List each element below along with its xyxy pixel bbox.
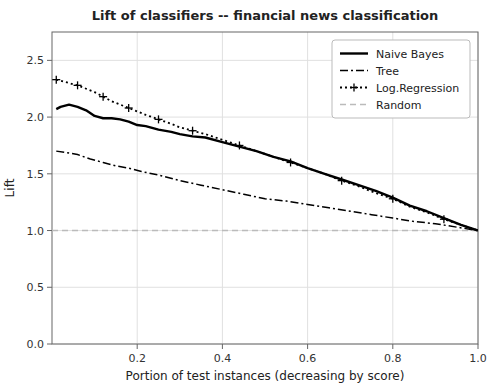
tick-label-x: 0.8 xyxy=(384,352,402,365)
marker xyxy=(125,104,133,112)
tick-y xyxy=(47,173,52,174)
x-axis-label: Portion of test instances (decreasing by… xyxy=(126,369,405,383)
grid-line-x xyxy=(137,32,138,344)
legend-label: Tree xyxy=(375,65,399,78)
tick-x xyxy=(392,344,393,349)
tick-y xyxy=(47,230,52,231)
tick-y xyxy=(47,344,52,345)
tick-label-y: 1.0 xyxy=(27,225,45,238)
tick-y xyxy=(47,117,52,118)
tick-label-x: 0.6 xyxy=(299,352,317,365)
marker xyxy=(52,76,60,84)
tick-y xyxy=(47,287,52,288)
grid-line-y xyxy=(52,287,478,288)
marker xyxy=(74,81,82,89)
grid xyxy=(52,32,478,344)
grid-line-y xyxy=(52,230,478,231)
series-line xyxy=(56,80,478,231)
axes: 0.2 0.4 0.6 0.8 1.0 0.0 0.5 1.0 1.5 2.0 2.5 xyxy=(27,32,487,365)
tick-x xyxy=(307,344,308,349)
legend-swatch xyxy=(340,104,368,106)
legend-swatch xyxy=(340,70,368,72)
series-line xyxy=(56,151,478,230)
marker xyxy=(155,115,163,123)
series-line xyxy=(52,230,478,232)
tick-label-x: 0.4 xyxy=(214,352,232,365)
series-line xyxy=(56,105,478,231)
plot-area xyxy=(52,76,478,231)
tick-x xyxy=(137,344,138,349)
tick-label-y: 0.0 xyxy=(27,338,45,351)
legend-label: Random xyxy=(376,99,422,112)
tick-label-x: 0.2 xyxy=(128,352,146,365)
y-axis-label: Lift xyxy=(3,178,17,197)
tick-y xyxy=(47,60,52,61)
tick-label-y: 1.5 xyxy=(27,168,45,181)
legend: Naive Bayes Tree Log.Regression Random xyxy=(332,40,470,118)
marker xyxy=(99,93,107,101)
legend-label: Naive Bayes xyxy=(376,48,444,61)
tick-label-y: 2.0 xyxy=(27,111,45,124)
tick-x xyxy=(222,344,223,349)
tick-x xyxy=(478,344,479,349)
tick-label-y: 0.5 xyxy=(27,281,45,294)
tick-label-y: 2.5 xyxy=(27,54,45,67)
grid-line-y xyxy=(52,173,478,174)
legend-marker xyxy=(353,84,354,92)
legend-label: Log.Regression xyxy=(376,82,459,95)
grid-line-x xyxy=(222,32,223,344)
legend-swatch xyxy=(340,52,368,54)
plot-frame xyxy=(52,32,478,344)
legend-box xyxy=(332,40,470,118)
title: Lift of classifiers -- financial news cl… xyxy=(92,8,439,23)
chart: 0.2 0.4 0.6 0.8 1.0 0.0 0.5 1.0 1.5 2.0 2.5 Lift of… xyxy=(0,0,492,390)
marker xyxy=(189,127,197,135)
grid-line-x xyxy=(307,32,308,344)
tick-label-x: 1.0 xyxy=(469,352,487,365)
